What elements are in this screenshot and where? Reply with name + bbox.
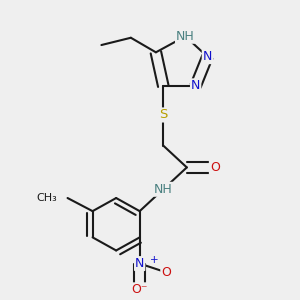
Text: N: N [135, 257, 144, 270]
Text: NH: NH [154, 183, 172, 196]
Text: CH₃: CH₃ [37, 193, 57, 203]
Text: +: + [149, 255, 158, 265]
Text: N: N [203, 50, 212, 63]
Text: S: S [159, 109, 167, 122]
Text: NH: NH [176, 30, 195, 43]
Text: O⁻: O⁻ [131, 283, 148, 296]
Text: O: O [210, 161, 220, 174]
Text: N: N [191, 79, 200, 92]
Text: O: O [161, 266, 171, 279]
